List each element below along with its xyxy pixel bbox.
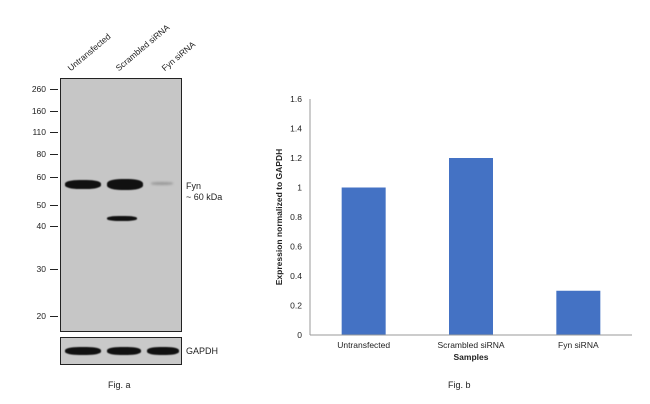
y-tick-label: 0.8 — [290, 212, 302, 222]
marker-160: 160 — [31, 106, 46, 116]
x-tick-label: Fyn siRNA — [558, 340, 599, 350]
marker-tick — [50, 269, 58, 270]
y-tick-label: 0.4 — [290, 271, 302, 281]
marker-tick — [50, 89, 58, 90]
bar-untransfected — [341, 187, 386, 335]
bar-fyn-sirna — [556, 290, 601, 335]
marker-tick — [50, 205, 58, 206]
y-axis-label: Expression normalized to GAPDH — [274, 149, 284, 286]
marker-40: 40 — [36, 221, 46, 231]
y-tick-label: 0.2 — [290, 301, 302, 311]
gapdh-blot-strip — [60, 337, 182, 365]
bars — [341, 158, 601, 335]
y-tick-label: 0.6 — [290, 242, 302, 252]
gapdh-band-fyn-sirna — [147, 347, 179, 355]
x-tick-label: Scrambled siRNA — [437, 340, 504, 350]
x-tick-label: Untransfected — [337, 340, 390, 350]
fyn-band-untransfected — [65, 180, 101, 189]
figure-a-caption: Fig. a — [108, 380, 131, 390]
gapdh-band-scrambled-sirna — [107, 347, 141, 355]
marker-30: 30 — [36, 264, 46, 274]
fyn-band-fyn-sirna — [151, 182, 173, 185]
marker-tick — [50, 177, 58, 178]
fyn-band-label: Fyn — [186, 181, 202, 191]
figure-b-caption: Fig. b — [448, 380, 471, 390]
fyn-size-label: ~ 60 kDa — [186, 192, 223, 202]
nonspecific-band-scrambled-sirna — [107, 216, 137, 221]
marker-60: 60 — [36, 172, 46, 182]
marker-80: 80 — [36, 149, 46, 159]
y-tick-label: 1.6 — [290, 94, 302, 104]
marker-tick — [50, 226, 58, 227]
y-tick-label: 1.2 — [290, 153, 302, 163]
marker-tick — [50, 316, 58, 317]
y-tick-label: 1 — [297, 183, 302, 193]
marker-20: 20 — [36, 311, 46, 321]
expression-bar-chart: 0 0.2 0.4 0.6 0.8 1 1.2 1.4 1.6 Untransfected Scr… — [274, 94, 632, 362]
x-axis-label: Samples — [454, 352, 489, 362]
lane-label-fyn-sirna: Fyn siRNA — [159, 39, 198, 73]
gapdh-label: GAPDH — [186, 346, 219, 356]
lane-label-untransfected: Untransfected — [65, 31, 113, 73]
bar-scrambled-sirna — [449, 158, 493, 335]
fyn-band-scrambled-sirna — [107, 179, 143, 190]
x-axis: Untransfected Scrambled siRNA Fyn siRNA — [310, 334, 632, 350]
western-blot-figure: Untransfected Scrambled siRNA Fyn siRNA … — [0, 0, 280, 404]
marker-50: 50 — [36, 200, 46, 210]
y-tick-label: 0 — [297, 330, 302, 340]
blot-membrane — [60, 78, 182, 332]
marker-tick — [50, 154, 58, 155]
y-axis: 0 0.2 0.4 0.6 0.8 1 1.2 1.4 1.6 — [290, 94, 311, 340]
marker-260: 260 — [31, 84, 46, 94]
marker-tick — [50, 132, 58, 133]
y-tick-label: 1.4 — [290, 124, 302, 134]
gapdh-band-untransfected — [65, 347, 101, 355]
marker-110: 110 — [32, 127, 46, 137]
marker-tick — [50, 111, 58, 112]
